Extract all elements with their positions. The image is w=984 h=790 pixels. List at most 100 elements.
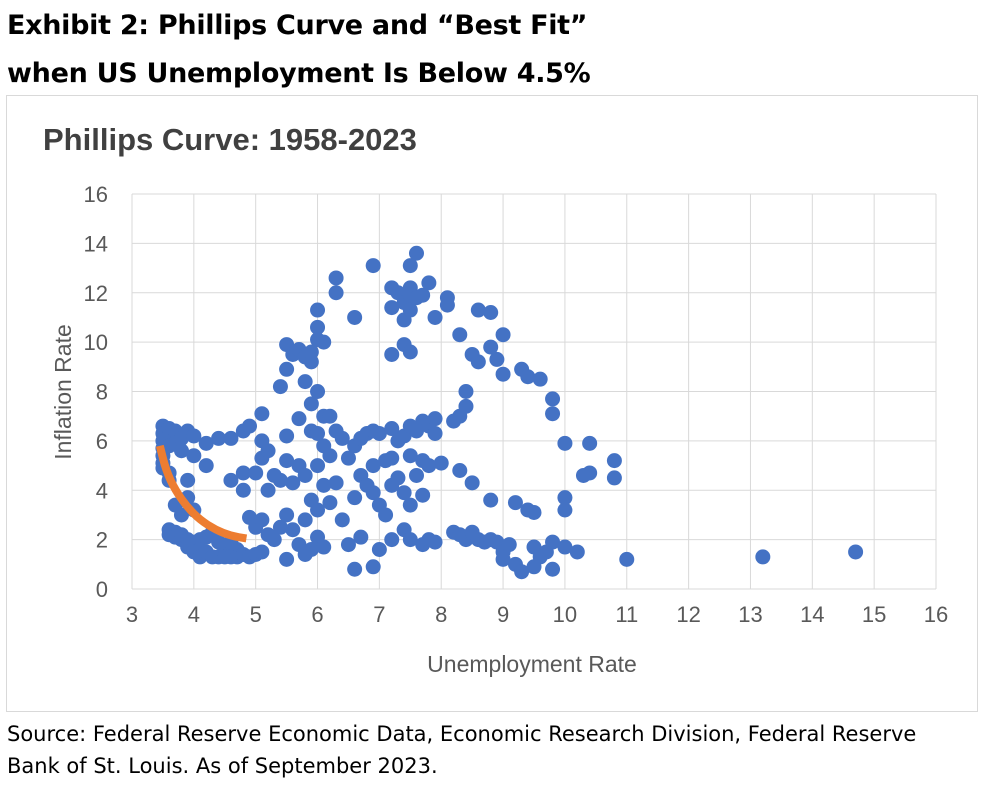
x-tick-label-15: 15: [862, 602, 886, 627]
x-tick-label-12: 12: [676, 602, 700, 627]
data-point: [235, 482, 251, 498]
data-point: [384, 421, 400, 437]
data-point: [173, 507, 189, 523]
data-point: [223, 472, 239, 488]
chart-title: Phillips Curve: 1958-2023: [43, 122, 417, 157]
data-point: [408, 467, 424, 483]
axis-tick-labels: 3 4 5 6 7 8 9 10 11 12 13 14 15 16 0 2 4 6 8 10 12 14 16: [84, 182, 949, 627]
data-point: [495, 366, 511, 382]
data-point: [470, 302, 486, 318]
data-point: [254, 512, 270, 528]
data-point: [272, 472, 288, 488]
data-point: [489, 351, 505, 367]
data-point: [619, 551, 635, 567]
y-tick-label-16: 16: [84, 182, 108, 207]
data-point: [347, 490, 363, 506]
data-point: [421, 458, 437, 474]
data-point: [310, 384, 326, 399]
data-point: [328, 475, 344, 491]
data-point: [402, 258, 418, 274]
x-tick-label-4: 4: [188, 602, 200, 627]
x-tick-label-10: 10: [553, 602, 577, 627]
data-point: [371, 542, 387, 557]
data-point: [279, 507, 295, 523]
data-point: [310, 502, 326, 518]
data-point: [223, 430, 239, 446]
data-point: [427, 534, 443, 550]
data-point: [310, 302, 326, 318]
data-point: [303, 354, 319, 370]
data-point: [365, 559, 381, 575]
x-tick-label-6: 6: [311, 602, 323, 627]
data-point: [415, 487, 431, 503]
x-tick-label-3: 3: [126, 602, 138, 627]
x-tick-label-8: 8: [435, 602, 447, 627]
data-point: [526, 504, 542, 520]
data-point: [439, 297, 455, 313]
data-point: [316, 477, 332, 493]
data-point: [310, 425, 326, 441]
x-tick-label-13: 13: [738, 602, 762, 627]
data-point: [606, 453, 622, 469]
x-axis-label: Unemployment Rate: [427, 651, 637, 677]
grid-lines: [131, 193, 937, 590]
data-point: [254, 406, 270, 422]
data-point: [384, 346, 400, 362]
x-tick-label-5: 5: [250, 602, 262, 627]
data-point: [470, 354, 486, 370]
data-point: [285, 475, 301, 491]
exhibit-title-line-2: when US Unemployment Is Below 4.5%: [7, 58, 591, 89]
data-point: [347, 561, 363, 577]
data-point: [303, 396, 319, 412]
data-point: [353, 529, 369, 545]
data-point: [285, 522, 301, 538]
data-point: [569, 544, 585, 560]
best-fit-curve: [155, 444, 248, 543]
data-point: [347, 309, 363, 325]
data-point: [297, 512, 313, 528]
data-point: [365, 258, 381, 274]
scatter-points: [155, 245, 864, 580]
data-point: [211, 430, 227, 446]
data-point: [173, 443, 189, 459]
data-point: [557, 502, 573, 518]
data-point: [495, 551, 511, 567]
data-point: [545, 406, 561, 422]
data-point: [291, 411, 307, 427]
data-point: [483, 339, 499, 355]
x-tick-label-7: 7: [373, 602, 385, 627]
source-line-2: Bank of St. Louis. As of September 2023.: [7, 754, 438, 778]
data-point: [186, 428, 202, 444]
data-point: [390, 470, 406, 486]
data-point: [198, 435, 214, 451]
data-point: [328, 285, 344, 301]
data-point: [557, 435, 573, 451]
data-point: [514, 564, 530, 580]
y-tick-label-2: 2: [96, 528, 108, 553]
data-point: [402, 302, 418, 318]
x-tick-label-14: 14: [800, 602, 824, 627]
data-point: [266, 532, 282, 548]
data-point: [235, 465, 251, 481]
data-point: [365, 458, 381, 474]
best-fit-layer: [155, 444, 248, 543]
data-point: [545, 534, 561, 550]
data-point: [483, 492, 499, 508]
data-point: [322, 448, 338, 464]
data-point: [198, 458, 214, 474]
data-point: [365, 485, 381, 501]
data-point: [322, 495, 338, 511]
data-point: [272, 379, 288, 395]
data-point: [334, 512, 350, 528]
data-point: [310, 319, 326, 335]
data-point: [427, 411, 443, 427]
data-point: [427, 309, 443, 325]
data-point: [384, 532, 400, 548]
phillips-curve-chart: Phillips Curve: 1958-2023 3 4 5 6 7 8 9 10 11 12 1…: [43, 122, 949, 677]
data-point: [297, 467, 313, 483]
data-point: [415, 287, 431, 303]
data-point: [532, 371, 548, 387]
data-point: [396, 485, 412, 501]
data-point: [458, 398, 474, 414]
data-point: [316, 539, 332, 555]
